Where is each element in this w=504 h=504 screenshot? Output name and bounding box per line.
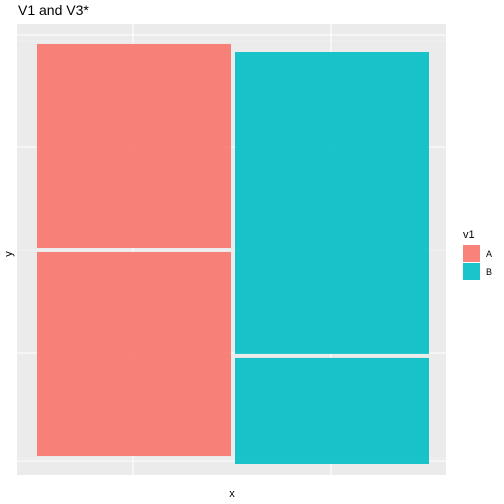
legend-key-b	[463, 263, 480, 280]
legend-key-a	[463, 245, 480, 262]
mosaic-tile-a-2	[37, 252, 231, 456]
legend-keys: AB	[463, 245, 492, 280]
legend-title: v1	[463, 229, 475, 241]
mosaic-tiles	[37, 44, 429, 464]
mosaic-tile-b-1	[235, 52, 429, 354]
mosaic-tile-b-2	[235, 357, 429, 464]
mosaic-tile-a-1	[37, 44, 231, 248]
legend-label-a: A	[486, 249, 492, 259]
legend: v1 AB	[463, 229, 492, 280]
legend-label-b: B	[486, 267, 492, 277]
y-axis-label: y	[3, 251, 15, 257]
x-axis-label: x	[229, 488, 235, 500]
chart-title: V1 and V3*	[18, 2, 89, 18]
